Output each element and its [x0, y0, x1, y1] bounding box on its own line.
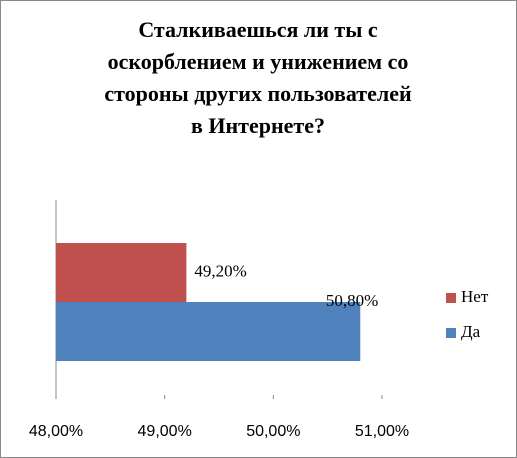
x-tick-label: 50,00%	[246, 423, 300, 440]
data-label: 49,20%	[194, 261, 246, 280]
legend-label: Нет	[461, 287, 489, 306]
legend-swatch	[446, 293, 456, 303]
x-tick-label: 51,00%	[355, 423, 409, 440]
data-label: 50,80%	[326, 291, 378, 310]
x-tick-label: 49,00%	[138, 423, 192, 440]
legend-swatch	[446, 328, 456, 338]
bar	[56, 302, 361, 361]
chart-title: Сталкиваешься ли ты с оскорблением и уни…	[104, 17, 412, 138]
legend-label: Да	[461, 322, 481, 341]
x-tick-label: 48,00%	[29, 423, 83, 440]
bar	[56, 243, 187, 302]
